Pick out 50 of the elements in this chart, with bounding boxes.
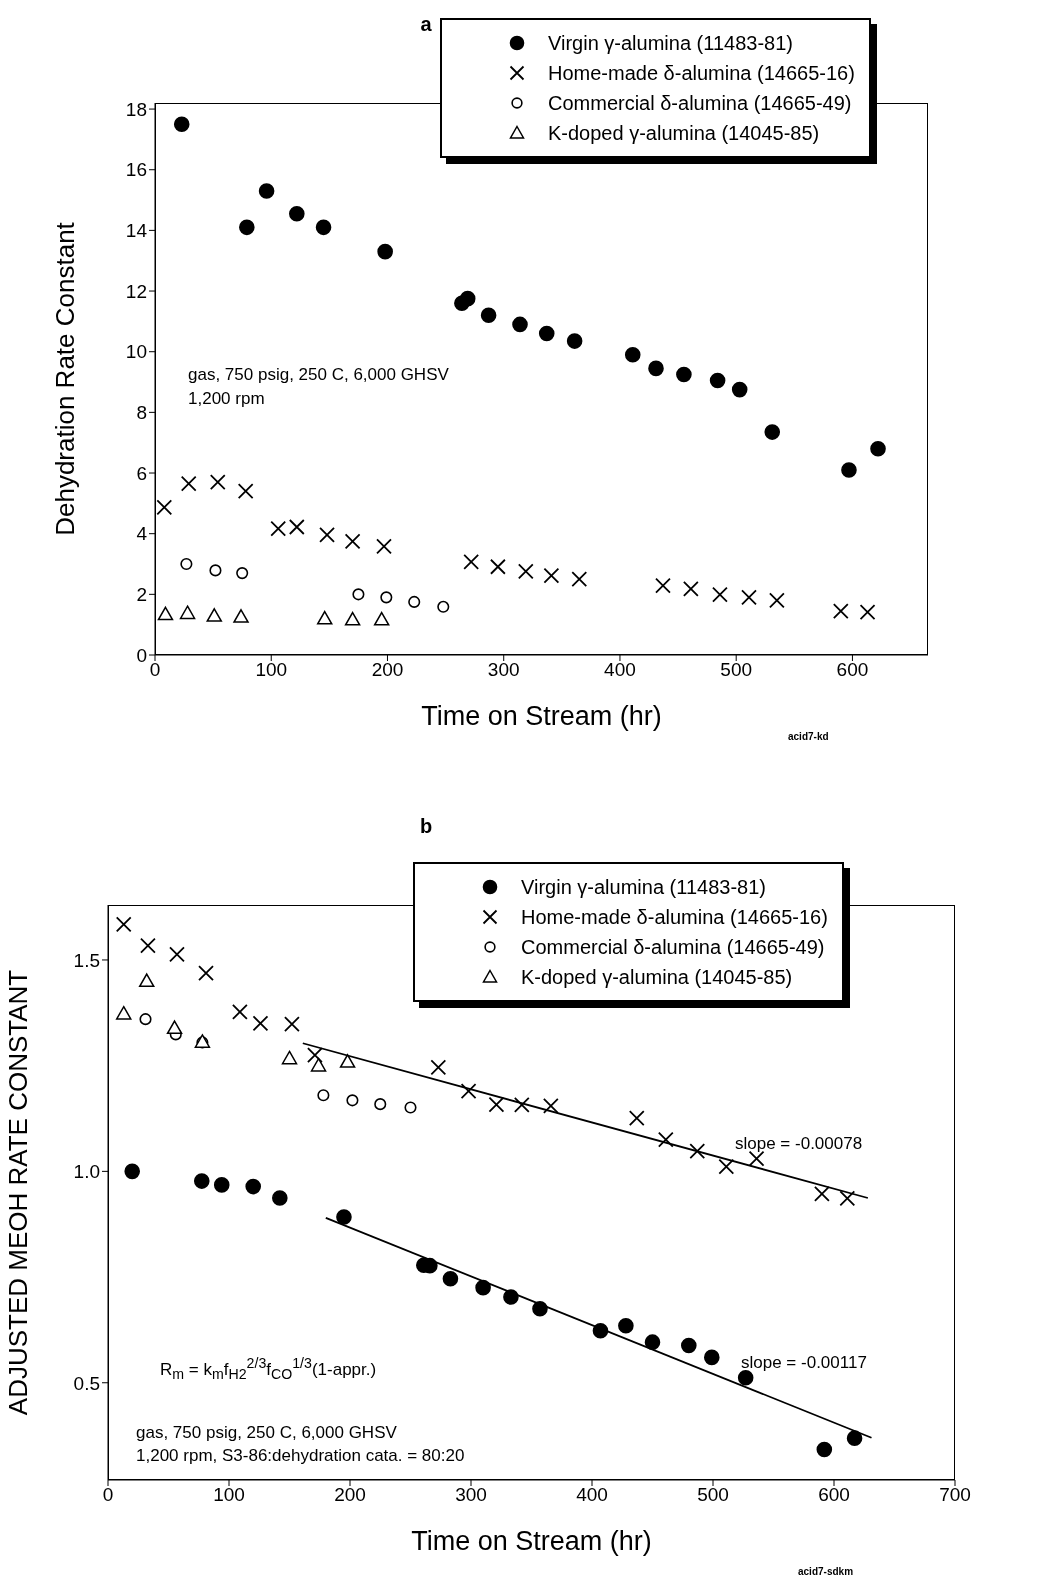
- text: acid7-kd: [788, 731, 829, 742]
- y-tick-label: 0.5: [73, 1372, 100, 1394]
- chart-title: a: [420, 13, 432, 35]
- x-tick-label: 300: [487, 659, 520, 681]
- legend-label: Commercial δ-alumina (14665-49): [521, 935, 825, 959]
- legend-label: K-doped γ-alumina (14045-85): [521, 965, 793, 989]
- y-tick-label: 12: [125, 280, 147, 302]
- y-tick-label: 16: [125, 159, 147, 181]
- annotation: gas, 750 psig, 250 C, 6,000 GHSV: [136, 1423, 397, 1443]
- y-axis-title: ADJUSTED MEOH RATE CONSTANT: [3, 969, 34, 1416]
- y-tick-label: 18: [125, 98, 147, 120]
- x-tick-label: 200: [334, 1484, 366, 1506]
- chart-title: b: [418, 815, 434, 838]
- annotation: slope = -0.00117: [741, 1353, 867, 1373]
- legend-label: K-doped γ-alumina (14045-85): [548, 121, 820, 145]
- annotation: slope = -0.00078: [735, 1134, 863, 1154]
- x-axis-title: Time on Stream (hr): [411, 1526, 652, 1556]
- legend-label: Home-made δ-alumina (14665-16): [548, 61, 855, 85]
- x-tick-label: 600: [818, 1484, 850, 1506]
- y-tick-label: 1.5: [73, 949, 100, 971]
- text: R$_{m}$ = k$_{m}$f$_{H2}$$^{2/3}$f$_{CO}$$^{1/3}$(1-appr.): [160, 1355, 377, 1383]
- x-tick-label: 500: [720, 659, 753, 681]
- y-tick-label: 8: [136, 402, 147, 424]
- x-tick-label: 100: [255, 659, 288, 681]
- y-tick-label: 6: [136, 462, 147, 484]
- x-axis-title: Time on Stream (hr): [421, 701, 662, 731]
- annotation: 1,200 rpm, S3-86:dehydration cata. = 80:20: [136, 1446, 465, 1466]
- annotation: 1,200 rpm: [188, 389, 265, 409]
- legend-label: Home-made δ-alumina (14665-16): [521, 905, 828, 929]
- legend-label: Virgin γ-alumina (11483-81): [521, 875, 766, 899]
- y-tick-label: 10: [125, 341, 147, 363]
- x-tick-label: 600: [836, 659, 869, 681]
- y-tick-label: 0: [136, 644, 147, 666]
- y-axis-title: Dehydration Rate Constant: [50, 221, 81, 536]
- y-tick-label: 2: [136, 584, 147, 606]
- x-tick-label: 400: [604, 659, 636, 681]
- legend-label: Commercial δ-alumina (14665-49): [548, 91, 852, 115]
- annotation: gas, 750 psig, 250 C, 6,000 GHSV: [188, 365, 449, 385]
- x-tick-label: 100: [213, 1484, 245, 1506]
- x-tick-label: 500: [697, 1484, 729, 1506]
- x-tick-label: 0: [102, 1484, 114, 1506]
- y-tick-label: 14: [125, 220, 148, 242]
- text: acid7-sdkm: [798, 1566, 854, 1577]
- x-tick-label: 700: [939, 1484, 971, 1506]
- x-tick-label: 400: [576, 1484, 608, 1506]
- legend-label: Virgin γ-alumina (11483-81): [548, 31, 793, 55]
- y-tick-label: 4: [136, 523, 148, 545]
- x-tick-label: 300: [455, 1484, 487, 1506]
- y-tick-label: 1.0: [73, 1161, 100, 1183]
- x-tick-label: 200: [371, 659, 404, 681]
